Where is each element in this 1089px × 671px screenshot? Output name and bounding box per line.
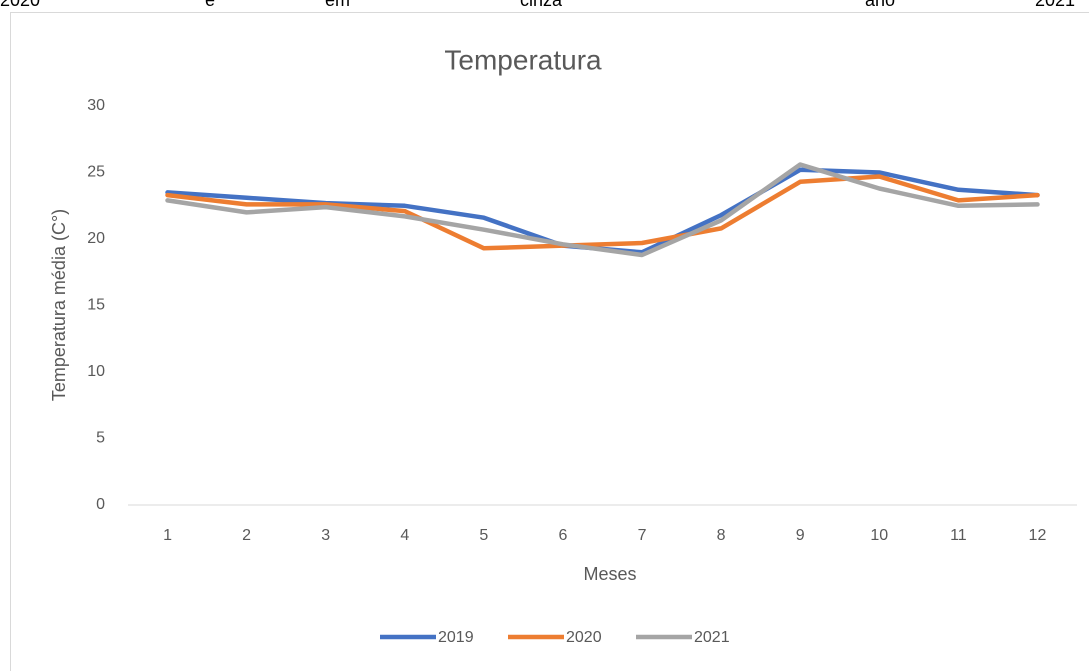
header-fragment: 2021 bbox=[1035, 0, 1076, 10]
chart-title: Temperatura bbox=[444, 44, 602, 75]
x-tick-label: 2 bbox=[242, 527, 251, 544]
y-tick-label: 5 bbox=[96, 430, 105, 447]
y-tick-label: 0 bbox=[96, 496, 105, 513]
y-tick-label: 10 bbox=[87, 363, 105, 380]
x-tick-label: 11 bbox=[950, 527, 967, 544]
header-fragment: cinza bbox=[520, 0, 563, 10]
y-tick-label: 30 bbox=[87, 97, 105, 114]
legend-label: 2020 bbox=[566, 629, 602, 646]
y-tick-label: 25 bbox=[87, 164, 105, 181]
x-tick-label: 1 bbox=[163, 527, 172, 544]
header-fragment: ano bbox=[865, 0, 896, 10]
chart-frame bbox=[10, 12, 1089, 671]
header-strip: 2020 e em cinza ano 2021 bbox=[0, 0, 1089, 12]
legend-label: 2019 bbox=[438, 629, 474, 646]
x-tick-label: 12 bbox=[1029, 527, 1047, 544]
x-tick-label: 4 bbox=[400, 527, 409, 544]
line-series bbox=[165, 174, 1040, 251]
header-fragment: e bbox=[205, 0, 216, 10]
header-fragment: em bbox=[325, 0, 351, 10]
legend-label: 2021 bbox=[694, 629, 730, 646]
x-tick-label: 8 bbox=[717, 527, 726, 544]
x-tick-label: 6 bbox=[559, 527, 568, 544]
x-tick-label: 9 bbox=[796, 527, 805, 544]
y-axis-title: Temperatura média (C°) bbox=[49, 209, 69, 401]
y-tick-label: 15 bbox=[87, 297, 105, 314]
x-tick-label: 10 bbox=[870, 527, 888, 544]
x-tick-label: 5 bbox=[479, 527, 488, 544]
y-tick-label: 20 bbox=[87, 230, 105, 247]
x-axis-title: Meses bbox=[583, 564, 636, 584]
line-series bbox=[165, 162, 1040, 258]
x-tick-label: 7 bbox=[638, 527, 647, 544]
header-fragment: 2020 bbox=[0, 0, 41, 10]
x-tick-label: 3 bbox=[321, 527, 330, 544]
